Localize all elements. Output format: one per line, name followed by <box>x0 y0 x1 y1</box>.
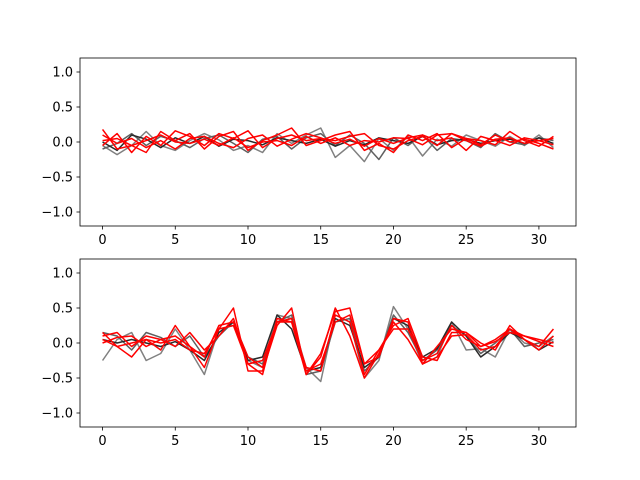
x-tick-label: 25 <box>458 434 475 449</box>
series-line-1 <box>102 127 554 163</box>
series-line-4 <box>101 127 554 154</box>
x-tick-label: 15 <box>312 434 329 449</box>
subplot-2: 0 5 10 15 20 25 30 −1.0 −0.5 0.0 0.5 1.0 <box>41 258 577 449</box>
y-tick-label: 0.5 <box>52 101 73 116</box>
series-line-5 <box>102 130 554 154</box>
y-tick-label: −1.0 <box>41 407 73 422</box>
x-tick-label: 20 <box>385 434 402 449</box>
x-tick-label: 5 <box>171 434 179 449</box>
x-tick-label: 20 <box>385 233 402 248</box>
y-tick-label: 0.0 <box>52 136 73 151</box>
y-tick-label: 1.0 <box>52 66 73 81</box>
x-tick-label: 30 <box>531 233 548 248</box>
x-tick-label: 5 <box>171 233 179 248</box>
x-tick-label: 0 <box>98 233 106 248</box>
x-tick-label: 30 <box>531 434 548 449</box>
x-tick-label: 10 <box>240 233 257 248</box>
x-tick-label: 25 <box>458 233 475 248</box>
x-tick-label: 15 <box>312 233 329 248</box>
y-tick-label: −0.5 <box>41 372 73 387</box>
y-tick-label: −1.0 <box>41 206 73 221</box>
series-line-7 <box>102 132 554 149</box>
subplot-1: 0 5 10 15 20 25 30 −1.0 −0.5 0.0 0.5 1.0 <box>41 57 577 248</box>
x-tick-label: 0 <box>98 434 106 449</box>
series-line-5 <box>102 307 555 376</box>
y-tick-label: 0.5 <box>52 302 73 317</box>
y-tick-label: 0.0 <box>52 337 73 352</box>
x-tick-label: 10 <box>240 434 257 449</box>
series-line-7 <box>102 314 554 372</box>
y-tick-label: −0.5 <box>41 171 73 186</box>
y-tick-label: 1.0 <box>52 267 73 282</box>
